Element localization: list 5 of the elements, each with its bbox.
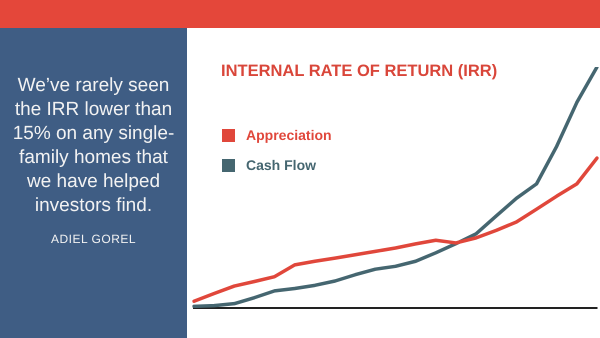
text: ADIEL GOREL	[50, 232, 138, 246]
legend-label: Cash Flow	[246, 157, 316, 173]
chart-title: INTERNAL RATE OF RETURN (IRR)	[221, 62, 498, 81]
text: We’ve rarely seen the IRR lower than 15% on any single-family homes that we have helped investors find.	[12, 74, 176, 218]
legend-label: Appreciation	[246, 127, 332, 143]
